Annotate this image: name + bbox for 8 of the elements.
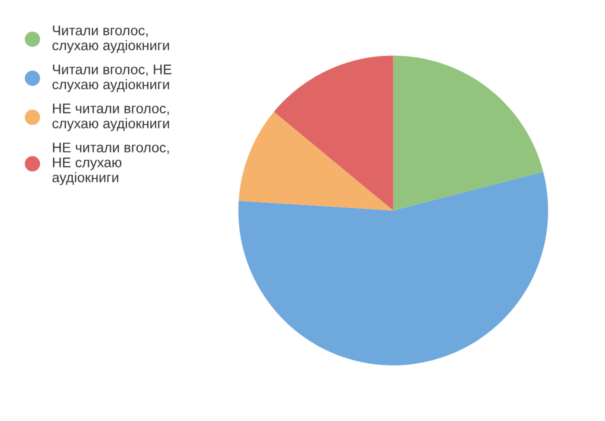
pie-slice xyxy=(393,56,544,210)
pie-slice xyxy=(274,56,394,210)
legend-label: НЕ читали вголос, слухаю аудіокниги xyxy=(52,104,169,132)
legend-label: Читали вголос, слухаю аудіокниги xyxy=(52,26,169,54)
pie-slice xyxy=(238,112,394,210)
pie-slice xyxy=(238,172,548,366)
legend-label: Читали вголос, НЕ слухаю аудіокниги xyxy=(52,64,172,92)
legend-label: НЕ читали вголос, НЕ слухаю аудіокниги xyxy=(52,142,169,186)
